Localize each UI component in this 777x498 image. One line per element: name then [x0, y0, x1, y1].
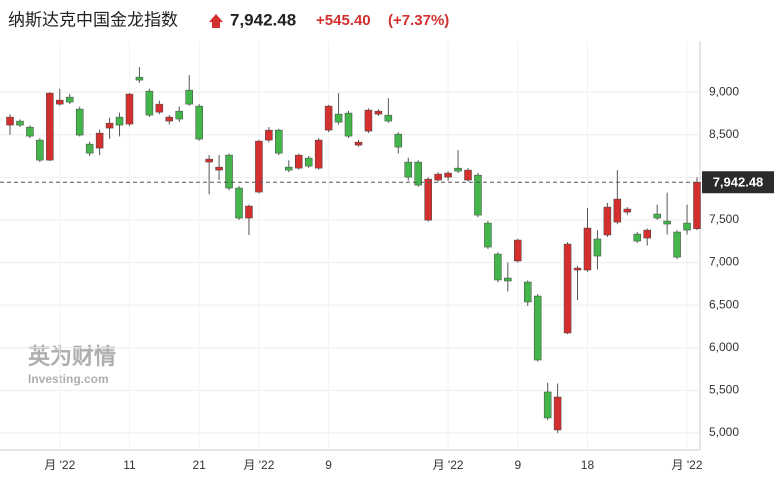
x-tick-label: 月 '22 — [243, 458, 274, 472]
candle-body — [225, 154, 233, 189]
candle-body — [633, 233, 642, 242]
candle-body — [464, 169, 472, 181]
candle-body — [85, 143, 94, 154]
y-tick-label: 5,000 — [709, 425, 739, 439]
candle-body — [543, 391, 552, 419]
candle-body — [514, 239, 522, 262]
candle-body — [623, 208, 632, 213]
candle-body — [175, 110, 184, 120]
candle-body — [593, 238, 602, 257]
candle-body — [683, 222, 691, 231]
x-tick-label: 月 '22 — [672, 458, 703, 472]
candle-body — [384, 114, 393, 122]
y-tick-label: 9,000 — [709, 84, 739, 98]
x-tick-label: 21 — [192, 458, 206, 472]
candle-body — [673, 231, 681, 258]
candle-body — [165, 116, 174, 122]
current-price-box — [702, 171, 774, 194]
candle-body — [553, 396, 562, 431]
candle-body — [354, 141, 363, 146]
candle-body — [185, 89, 193, 105]
x-tick-label: 9 — [514, 458, 521, 472]
candle-body — [653, 213, 661, 219]
candle-body — [374, 110, 383, 115]
chart-title: 纳斯达克中国金龙指数 — [8, 10, 178, 29]
candle-body — [314, 139, 323, 169]
candle-body — [663, 220, 671, 225]
candle-body — [693, 181, 701, 229]
candle-body — [135, 76, 144, 81]
watermark-site: Investing.com — [28, 372, 109, 386]
x-tick-label: 9 — [325, 458, 332, 472]
candle-body — [235, 187, 243, 219]
y-tick-label: 8,500 — [709, 127, 739, 141]
candle-body — [454, 167, 462, 172]
candle-body — [603, 206, 612, 236]
x-tick-label: 11 — [123, 458, 136, 472]
candle-body — [613, 198, 622, 223]
candle-body — [56, 99, 64, 105]
candle-body — [245, 205, 253, 219]
candle-body — [6, 116, 14, 126]
candle-body — [424, 178, 432, 221]
candle-body — [195, 105, 203, 140]
candle-body — [324, 105, 333, 131]
current-price-label: 7,942.48 — [713, 175, 764, 190]
candle-body — [434, 173, 442, 181]
candle-body — [484, 222, 492, 248]
candle-body — [344, 112, 353, 137]
candle-body — [573, 267, 582, 271]
candle-body — [304, 157, 313, 167]
candle-body — [16, 120, 24, 126]
price: 7,942.48 — [230, 10, 296, 29]
candle-body — [65, 96, 74, 103]
candle-body — [95, 132, 104, 149]
candle-body — [125, 93, 134, 125]
candle-body — [36, 139, 44, 161]
candle-body — [294, 154, 303, 169]
candle-body — [115, 116, 124, 126]
candle-body — [215, 166, 223, 171]
candle-body — [26, 126, 34, 137]
candle-body — [494, 253, 502, 281]
up-arrow — [209, 14, 223, 28]
candle-body — [155, 103, 164, 113]
y-tick-label: 7,500 — [709, 212, 739, 226]
x-tick-label: 18 — [581, 458, 595, 472]
candle-body — [504, 277, 512, 282]
candle-body — [583, 227, 592, 271]
candle-body — [523, 281, 532, 303]
candle-body — [444, 172, 452, 178]
candle-body — [75, 108, 84, 136]
y-tick-label: 6,000 — [709, 340, 739, 354]
candle-body — [334, 113, 343, 123]
candle-body — [46, 92, 54, 161]
candle-body — [205, 158, 213, 163]
y-tick-label: 7,000 — [709, 255, 739, 269]
candle-body — [265, 129, 273, 141]
candle-body — [414, 161, 422, 186]
candle-body — [275, 129, 283, 154]
candle-body — [533, 295, 542, 361]
change-pct: (+7.37%) — [388, 12, 449, 29]
x-tick-label: 月 '22 — [44, 458, 75, 472]
candle-body — [474, 174, 482, 216]
candle-body — [563, 243, 572, 334]
y-tick-label: 5,500 — [709, 383, 739, 397]
candle-body — [364, 109, 373, 132]
candle-body — [285, 166, 293, 171]
candle-body — [145, 90, 154, 116]
candle-body — [643, 229, 651, 239]
change: +545.40 — [316, 12, 371, 29]
x-tick-label: 月 '22 — [433, 458, 464, 472]
candle-body — [255, 140, 263, 193]
candle-body — [394, 133, 403, 148]
candle-body — [105, 122, 114, 129]
y-tick-label: 6,500 — [709, 297, 739, 311]
candle-body — [404, 161, 413, 178]
